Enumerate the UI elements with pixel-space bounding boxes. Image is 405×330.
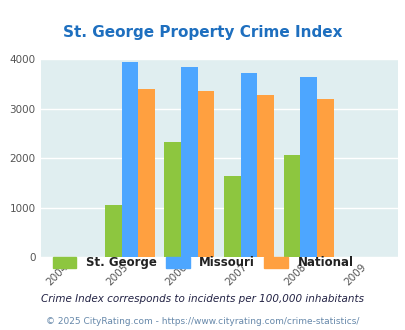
Bar: [138, 89, 155, 257]
Bar: [181, 67, 197, 257]
Bar: [283, 155, 299, 257]
Text: © 2025 CityRating.com - https://www.cityrating.com/crime-statistics/: © 2025 CityRating.com - https://www.city…: [46, 317, 359, 326]
Text: St. George Property Crime Index: St. George Property Crime Index: [63, 25, 342, 40]
Bar: [257, 95, 273, 257]
Legend: St. George, Missouri, National: St. George, Missouri, National: [49, 253, 356, 273]
Text: Crime Index corresponds to incidents per 100,000 inhabitants: Crime Index corresponds to incidents per…: [41, 294, 364, 304]
Bar: [299, 77, 316, 257]
Bar: [240, 73, 257, 257]
Bar: [224, 176, 240, 257]
Bar: [164, 142, 181, 257]
Bar: [121, 62, 138, 257]
Bar: [316, 99, 333, 257]
Bar: [197, 91, 214, 257]
Bar: [104, 205, 121, 257]
